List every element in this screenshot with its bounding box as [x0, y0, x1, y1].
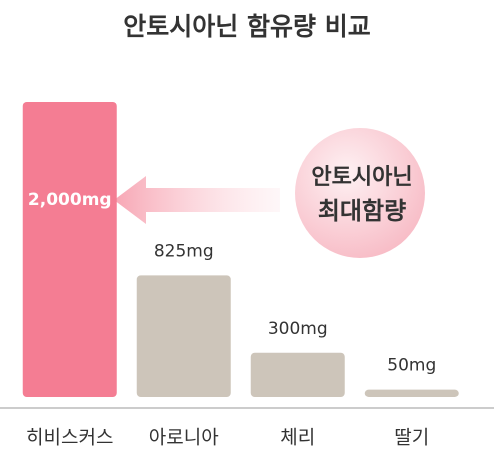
value-label: 50mg [387, 356, 436, 376]
value-label: 300mg [268, 319, 328, 339]
value-label: 825mg [154, 241, 214, 261]
chart-title: 안토시아닌 함유량 비교 [123, 12, 370, 41]
annotation: 최대함량 [318, 197, 406, 225]
bar [22, 102, 117, 397]
x-tick-label: 아로니아 [149, 427, 219, 449]
highlight-circle [295, 128, 425, 258]
arrow [114, 176, 280, 224]
value-label: 2,000mg [28, 190, 112, 210]
x-tick-label: 히비스커스 [26, 427, 113, 449]
x-tick-label: 체리 [280, 427, 315, 449]
bar [250, 352, 345, 397]
bar [364, 389, 459, 397]
x-tick-label: 딸기 [394, 427, 429, 449]
annotation: 안토시아닌 [311, 165, 412, 190]
bar [136, 275, 231, 397]
